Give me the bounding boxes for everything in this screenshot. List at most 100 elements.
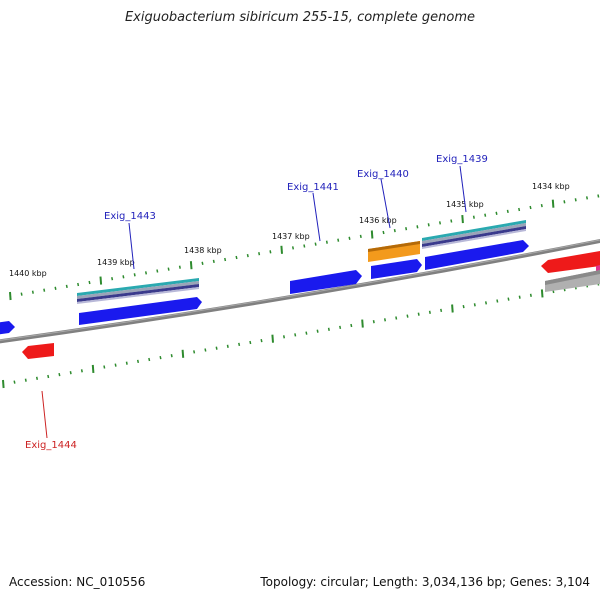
upper-minor-tick [484, 213, 487, 217]
upper-minor-tick [246, 253, 249, 258]
lower-tick-row [2, 282, 600, 389]
upper-minor-tick [405, 227, 408, 231]
upper-minor-tick [144, 271, 148, 275]
gene-track-teal [422, 220, 526, 241]
tick-label-1440: 1440 kbp [9, 269, 47, 278]
upper-minor-tick [122, 275, 125, 279]
gene-track-gray [77, 281, 199, 299]
gene-left-edge-cds[interactable] [0, 321, 15, 335]
upper-minor-tick [212, 259, 215, 264]
upper-minor-tick [427, 223, 430, 227]
upper-minor-tick [88, 280, 91, 285]
genome-backbone [0, 238, 600, 344]
lower-minor-tick [473, 303, 476, 307]
lower-minor-tick [159, 355, 162, 360]
lower-minor-tick [103, 365, 106, 369]
tick-label-1434: 1434 kbp [532, 182, 570, 191]
lower-minor-tick [136, 359, 140, 364]
gene-track-navy [422, 226, 526, 247]
upper-minor-tick [438, 221, 442, 225]
lower-minor-tick [249, 340, 252, 345]
upper-tick-row [9, 194, 600, 301]
feature-exig-1443-track[interactable] [77, 278, 199, 304]
gene-exig-1439-cds[interactable] [425, 240, 529, 270]
gene-exig-1441-cds[interactable] [290, 270, 362, 294]
upper-minor-tick [54, 286, 57, 290]
lower-minor-tick [282, 335, 286, 339]
upper-minor-tick [574, 198, 577, 202]
upper-minor-tick [269, 250, 272, 254]
upper-major-tick [551, 199, 555, 208]
gene-exig-1440-cds[interactable] [371, 259, 422, 279]
upper-minor-tick [506, 209, 509, 214]
lower-minor-tick [395, 316, 398, 320]
genome-summary-label: Topology: circular; Length: 3,034,136 bp… [260, 575, 590, 589]
tick-label-1438: 1438 kbp [184, 246, 222, 255]
gene-exig-1444-cds[interactable] [22, 343, 54, 359]
gene-track-light [422, 229, 526, 249]
upper-minor-tick [359, 234, 362, 239]
upper-minor-tick [348, 236, 351, 240]
gene-label-exig-1440[interactable]: Exig_1440 [357, 169, 409, 180]
upper-minor-tick [167, 267, 170, 271]
upper-minor-tick [314, 242, 317, 246]
upper-major-tick [189, 261, 193, 270]
upper-major-tick [99, 276, 103, 285]
upper-minor-tick [540, 203, 543, 208]
leader-exig-1444 [41, 390, 48, 439]
gene-label-exig-1443[interactable]: Exig_1443 [104, 211, 156, 222]
lower-major-tick [2, 379, 5, 389]
upper-minor-tick [303, 244, 306, 248]
lower-major-tick [361, 319, 364, 328]
upper-minor-tick [529, 205, 532, 210]
gene-label-exig-1441[interactable]: Exig_1441 [287, 182, 339, 193]
upper-minor-tick [472, 215, 475, 219]
lower-minor-tick [350, 323, 353, 328]
lower-minor-tick [58, 372, 61, 377]
tick-label-1436: 1436 kbp [359, 216, 397, 225]
upper-minor-tick [156, 269, 159, 273]
lower-minor-tick [417, 312, 420, 316]
gene-exig-1443-cds[interactable] [79, 297, 202, 325]
upper-minor-tick [597, 194, 600, 198]
upper-minor-tick [450, 219, 453, 223]
gene-label-exig-1444[interactable]: Exig_1444 [25, 440, 77, 451]
lower-minor-tick [462, 304, 465, 309]
gene-right-edge-red-cds[interactable] [541, 251, 600, 273]
lower-minor-tick [170, 354, 173, 358]
lower-minor-tick [339, 325, 342, 330]
lower-minor-tick [518, 295, 521, 299]
lower-minor-tick [148, 357, 151, 362]
lower-minor-tick [13, 380, 16, 384]
lower-minor-tick [114, 363, 117, 367]
leader-exig-1443 [128, 222, 135, 270]
upper-major-tick [370, 230, 374, 239]
gene-right-edge-gray-top [545, 270, 600, 285]
upper-major-tick [280, 245, 283, 254]
lower-minor-tick [193, 350, 196, 354]
upper-minor-tick [291, 246, 295, 250]
leader-exig-1439 [459, 165, 467, 213]
lower-minor-tick [383, 318, 387, 322]
lower-minor-tick [507, 297, 510, 301]
lower-minor-tick [69, 371, 72, 375]
lower-minor-tick [305, 331, 308, 335]
upper-minor-tick [258, 252, 261, 256]
lower-minor-tick [125, 361, 128, 365]
upper-minor-tick [201, 261, 204, 265]
lower-minor-tick [440, 308, 443, 313]
upper-minor-tick [235, 255, 238, 260]
gene-exig-1440-highlight-top [368, 241, 420, 252]
feature-exig-1439-track[interactable] [422, 220, 526, 249]
upper-minor-tick [111, 277, 114, 281]
lower-minor-tick [428, 310, 431, 314]
upper-major-tick [9, 291, 12, 301]
upper-minor-tick [416, 225, 419, 229]
lower-minor-tick [372, 320, 375, 324]
gene-label-exig-1439[interactable]: Exig_1439 [436, 154, 488, 165]
lower-major-tick [181, 349, 185, 358]
gene-exig-1440-highlight[interactable] [368, 241, 420, 262]
lower-minor-tick [215, 346, 218, 350]
upper-minor-tick [77, 282, 80, 287]
lower-minor-tick [484, 301, 488, 305]
